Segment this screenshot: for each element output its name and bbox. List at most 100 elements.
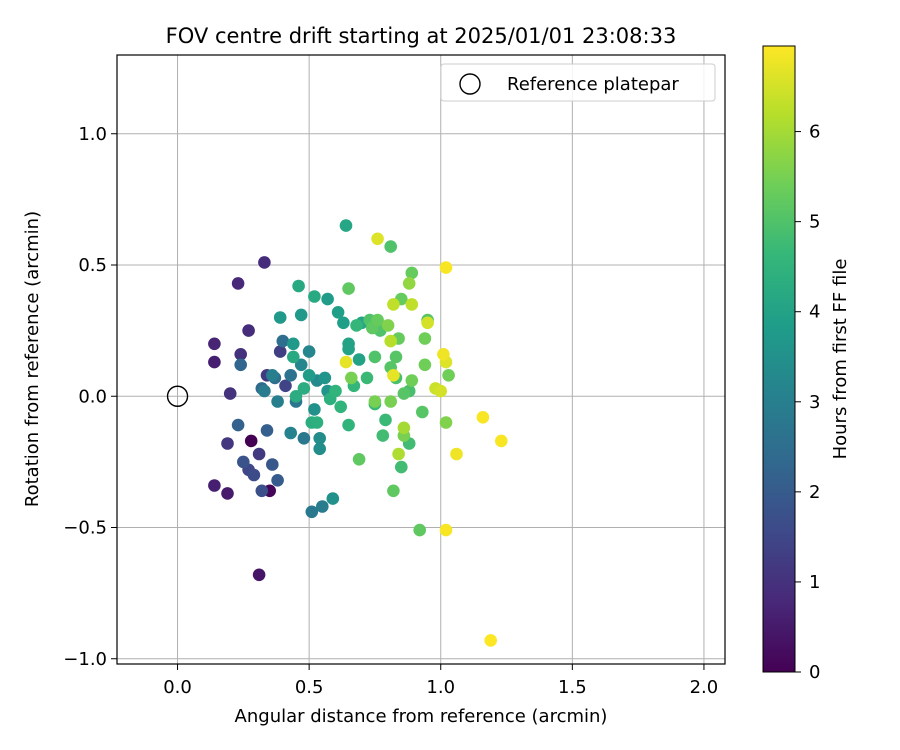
legend-marker-icon xyxy=(459,73,481,95)
data-point xyxy=(308,290,321,303)
data-point xyxy=(289,390,303,403)
data-point xyxy=(379,413,392,427)
data-point xyxy=(439,523,453,537)
y-tick-label: −1.0 xyxy=(63,649,107,670)
data-point xyxy=(418,332,432,345)
data-point xyxy=(352,453,366,466)
colorbar: 0 1 2 3 4 5 6 Hours from first FF file xyxy=(762,45,851,683)
data-point xyxy=(258,256,271,269)
data-point xyxy=(484,634,498,647)
data-point xyxy=(418,358,432,372)
data-point xyxy=(405,266,419,280)
data-point xyxy=(221,437,234,450)
data-point xyxy=(223,387,237,400)
x-tick-label: 1.0 xyxy=(426,677,455,698)
data-point xyxy=(284,426,298,440)
data-point xyxy=(345,371,358,385)
data-point xyxy=(266,369,279,382)
x-tick-label: 2.0 xyxy=(690,677,719,698)
colorbar-tick-label: 4 xyxy=(809,302,820,323)
data-point xyxy=(221,487,234,500)
colorbar-tick-label: 2 xyxy=(809,482,820,503)
data-point xyxy=(297,382,311,395)
data-point xyxy=(252,568,266,582)
data-point xyxy=(258,384,271,398)
data-point xyxy=(350,319,363,332)
data-point xyxy=(334,400,348,414)
y-tick-label: −0.5 xyxy=(63,518,107,539)
data-point xyxy=(387,298,400,311)
x-axis-label: Angular distance from reference (arcmin) xyxy=(235,706,608,727)
data-point xyxy=(371,232,384,246)
plot-frame xyxy=(116,54,726,665)
legend-entry-reference-platepar: Reference platepar xyxy=(507,74,679,95)
data-point xyxy=(342,418,355,432)
scatter-points xyxy=(208,219,508,647)
data-point xyxy=(316,500,329,513)
data-point xyxy=(273,345,287,358)
data-point xyxy=(208,355,221,369)
data-point xyxy=(387,369,400,382)
data-point xyxy=(273,311,287,324)
data-point xyxy=(397,421,411,435)
y-tick-label: 1.0 xyxy=(78,124,107,145)
data-point xyxy=(352,353,366,366)
colorbar-ticks: 0 1 2 3 4 5 6 xyxy=(795,122,820,683)
data-point xyxy=(234,348,247,361)
data-point xyxy=(342,337,355,351)
data-point xyxy=(389,350,403,364)
data-point xyxy=(208,479,221,492)
data-point xyxy=(402,277,416,290)
y-tick-label: 0.0 xyxy=(78,386,107,407)
colorbar-tick-label: 0 xyxy=(809,662,820,683)
data-point xyxy=(337,316,350,330)
colorbar-tick-label: 3 xyxy=(809,392,820,413)
data-point xyxy=(292,279,305,293)
data-point xyxy=(326,492,340,505)
data-point xyxy=(271,395,284,408)
colorbar-label: Hours from first FF file xyxy=(830,259,851,460)
data-point xyxy=(237,455,250,469)
data-point xyxy=(231,277,245,290)
y-tick-label: 0.5 xyxy=(78,255,107,276)
data-point xyxy=(397,387,411,400)
data-point xyxy=(321,292,334,306)
data-point xyxy=(318,371,332,385)
data-point xyxy=(392,447,405,461)
data-point xyxy=(310,416,324,429)
axis-ticks: 0.0 0.5 1.0 1.5 2.0 −1.0 −0.5 0.0 0.5 1.0 xyxy=(63,124,718,698)
plot-area xyxy=(117,55,725,664)
x-tick-label: 0.5 xyxy=(295,677,324,698)
data-point xyxy=(368,350,382,364)
data-point xyxy=(208,337,221,351)
legend-box xyxy=(440,63,716,102)
data-point xyxy=(302,369,316,382)
data-point xyxy=(266,458,279,471)
reference-platepar-marker xyxy=(166,385,189,407)
data-point xyxy=(294,358,308,372)
chart-title: FOV centre drift starting at 2025/01/01 … xyxy=(166,24,677,48)
data-point xyxy=(252,447,266,461)
data-point xyxy=(339,355,353,369)
colorbar-gradient xyxy=(762,45,796,673)
y-axis-label: Rotation from reference (arcmin) xyxy=(22,211,43,507)
data-point xyxy=(450,447,463,461)
data-point xyxy=(434,384,448,398)
data-point xyxy=(421,316,434,330)
colorbar-tick-label: 5 xyxy=(809,212,820,233)
data-point xyxy=(231,418,245,432)
colorbar-tick-label: 6 xyxy=(809,122,820,143)
data-point xyxy=(384,240,398,253)
data-point xyxy=(439,261,453,274)
data-point xyxy=(308,403,321,416)
data-point xyxy=(234,358,247,372)
x-tick-label: 0.0 xyxy=(163,677,192,698)
colorbar-tick-label: 1 xyxy=(809,572,820,593)
data-point xyxy=(294,308,308,322)
data-point xyxy=(339,219,353,232)
data-point xyxy=(416,405,429,419)
data-point xyxy=(244,434,258,448)
data-point xyxy=(247,468,261,482)
data-point xyxy=(371,313,384,327)
